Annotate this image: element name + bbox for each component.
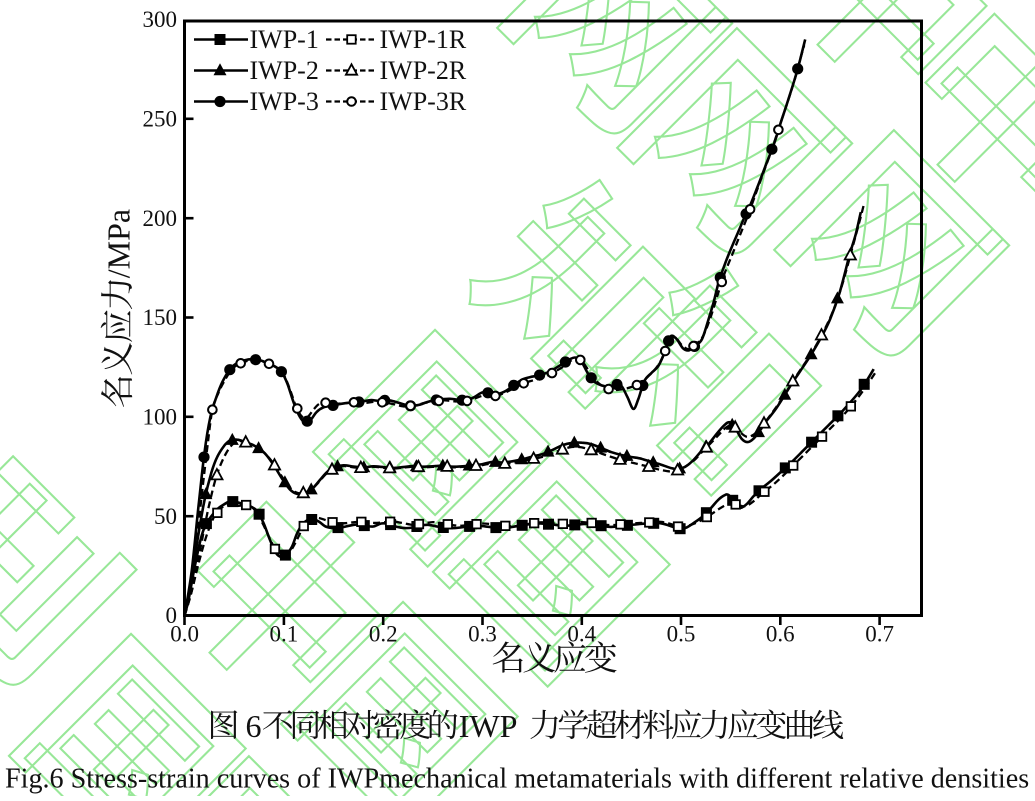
svg-text:6: 6 [246, 708, 262, 744]
svg-text:IWP-1: IWP-1 [250, 25, 319, 54]
svg-text:150: 150 [143, 305, 178, 330]
svg-text:IWP-1R: IWP-1R [380, 25, 467, 54]
svg-text:50: 50 [154, 504, 177, 529]
svg-text:100: 100 [143, 405, 178, 430]
svg-text:IWP-3R: IWP-3R [380, 87, 467, 116]
svg-text:0.1: 0.1 [270, 622, 299, 647]
svg-text:IWP-2R: IWP-2R [380, 56, 467, 85]
svg-text:/MPa: /MPa [101, 209, 137, 278]
svg-text:0.5: 0.5 [667, 622, 696, 647]
svg-text:IWP: IWP [459, 708, 518, 744]
svg-text:0.3: 0.3 [468, 622, 497, 647]
svg-text:Fig.6 Stress-strain curves of: Fig.6 Stress-strain curves of IWPmechani… [5, 764, 1029, 795]
svg-text:0: 0 [166, 603, 178, 628]
svg-text:IWP-3: IWP-3 [250, 87, 319, 116]
svg-text:0.6: 0.6 [766, 622, 795, 647]
svg-text:IWP-2: IWP-2 [250, 56, 319, 85]
svg-text:250: 250 [143, 107, 178, 132]
svg-text:0.7: 0.7 [865, 622, 894, 647]
svg-text:200: 200 [143, 206, 178, 231]
svg-text:0.2: 0.2 [369, 622, 398, 647]
svg-text:0.0: 0.0 [170, 622, 199, 647]
svg-text:0.4: 0.4 [567, 622, 596, 647]
svg-text:300: 300 [143, 7, 178, 32]
